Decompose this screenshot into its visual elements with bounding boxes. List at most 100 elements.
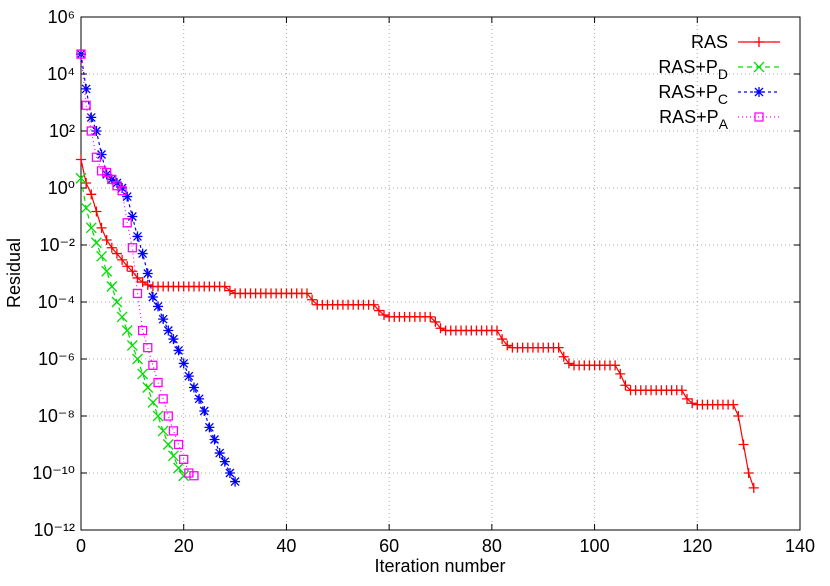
legend-marker xyxy=(754,112,764,122)
y-tick-label: 10⁻⁶ xyxy=(38,349,75,369)
data-point xyxy=(373,305,384,316)
data-point xyxy=(91,206,102,217)
data-point xyxy=(96,149,107,160)
data-point xyxy=(183,371,194,382)
data-point xyxy=(122,191,133,202)
data-point xyxy=(137,368,149,380)
data-point xyxy=(425,311,436,322)
legend-label: RAS+PC xyxy=(658,82,728,107)
x-tick-label: 20 xyxy=(174,536,194,556)
data-point xyxy=(132,231,143,242)
data-point xyxy=(91,152,102,162)
data-point xyxy=(199,405,210,416)
data-point xyxy=(163,411,173,421)
data-point xyxy=(748,482,759,493)
data-point xyxy=(430,316,441,327)
legend-label: RAS+PA xyxy=(659,107,729,132)
y-tick-label: 10⁻⁴ xyxy=(38,292,75,312)
x-tick-label: 40 xyxy=(276,536,296,556)
data-point xyxy=(85,222,97,234)
data-point xyxy=(111,296,123,308)
data-point xyxy=(106,242,117,253)
data-point xyxy=(91,126,102,136)
plot-frame xyxy=(80,16,801,531)
data-point xyxy=(173,462,185,474)
y-tick-label: 10⁻² xyxy=(39,235,75,255)
data-point xyxy=(107,174,117,185)
data-point xyxy=(148,360,158,370)
x-axis-label: Iteration number xyxy=(374,556,505,576)
data-point xyxy=(682,393,693,404)
data-point xyxy=(173,345,184,356)
data-point xyxy=(132,288,143,299)
data-point xyxy=(209,434,220,445)
data-point xyxy=(158,394,168,404)
y-tick-label: 10⁻¹⁰ xyxy=(32,463,75,483)
y-tick-label: 10⁴ xyxy=(47,64,75,84)
legend-marker xyxy=(753,61,765,73)
series-line xyxy=(80,54,195,477)
data-point xyxy=(491,325,502,336)
data-point xyxy=(143,343,153,353)
x-tick-label: 60 xyxy=(379,536,399,556)
data-point xyxy=(96,250,108,262)
data-point xyxy=(178,470,190,482)
data-point xyxy=(179,454,189,465)
data-point xyxy=(163,325,174,336)
data-point xyxy=(116,311,128,323)
x-tick-label: 100 xyxy=(580,536,610,556)
data-point xyxy=(173,439,184,450)
data-point xyxy=(121,325,133,336)
data-point xyxy=(81,83,92,94)
data-point xyxy=(738,439,749,450)
data-point xyxy=(368,299,379,310)
data-point xyxy=(676,385,687,396)
y-tick-label: 10² xyxy=(49,121,75,141)
data-point xyxy=(76,154,86,165)
data-point xyxy=(189,471,199,481)
data-point xyxy=(137,248,148,259)
y-tick-label: 10⁰ xyxy=(48,178,75,198)
data-point xyxy=(137,277,148,288)
data-point xyxy=(117,186,127,196)
data-point xyxy=(153,377,163,388)
data-point xyxy=(743,468,754,478)
data-point xyxy=(610,360,621,371)
data-point xyxy=(168,334,179,345)
legend-marker xyxy=(754,37,764,47)
data-point xyxy=(153,301,164,312)
data-point xyxy=(132,353,143,365)
x-tick-label: 120 xyxy=(682,536,712,556)
data-point xyxy=(194,393,205,404)
data-point xyxy=(126,339,138,351)
data-point xyxy=(127,211,138,222)
data-point xyxy=(435,323,446,334)
data-point xyxy=(132,272,143,283)
data-point xyxy=(728,399,739,410)
data-point xyxy=(75,172,87,184)
x-tick-label: 140 xyxy=(785,536,815,556)
data-point xyxy=(553,342,564,353)
data-point xyxy=(158,314,169,325)
data-point xyxy=(204,422,215,433)
x-tick-label: 0 xyxy=(76,536,86,556)
data-point xyxy=(184,468,194,478)
series-line xyxy=(80,159,755,489)
x-tick-label: 80 xyxy=(482,536,502,556)
data-point xyxy=(615,368,626,379)
data-point xyxy=(80,202,92,214)
data-point xyxy=(102,167,112,178)
data-point xyxy=(112,181,122,191)
data-point xyxy=(147,396,159,408)
data-point xyxy=(101,265,113,277)
data-point xyxy=(111,248,122,259)
legend-label: RAS xyxy=(691,32,728,52)
data-point xyxy=(733,411,744,421)
data-point xyxy=(117,254,128,265)
data-point xyxy=(152,410,164,422)
y-axis-label: Residual xyxy=(4,238,24,308)
data-point xyxy=(219,281,230,292)
data-point xyxy=(188,382,199,393)
data-point xyxy=(106,281,118,292)
